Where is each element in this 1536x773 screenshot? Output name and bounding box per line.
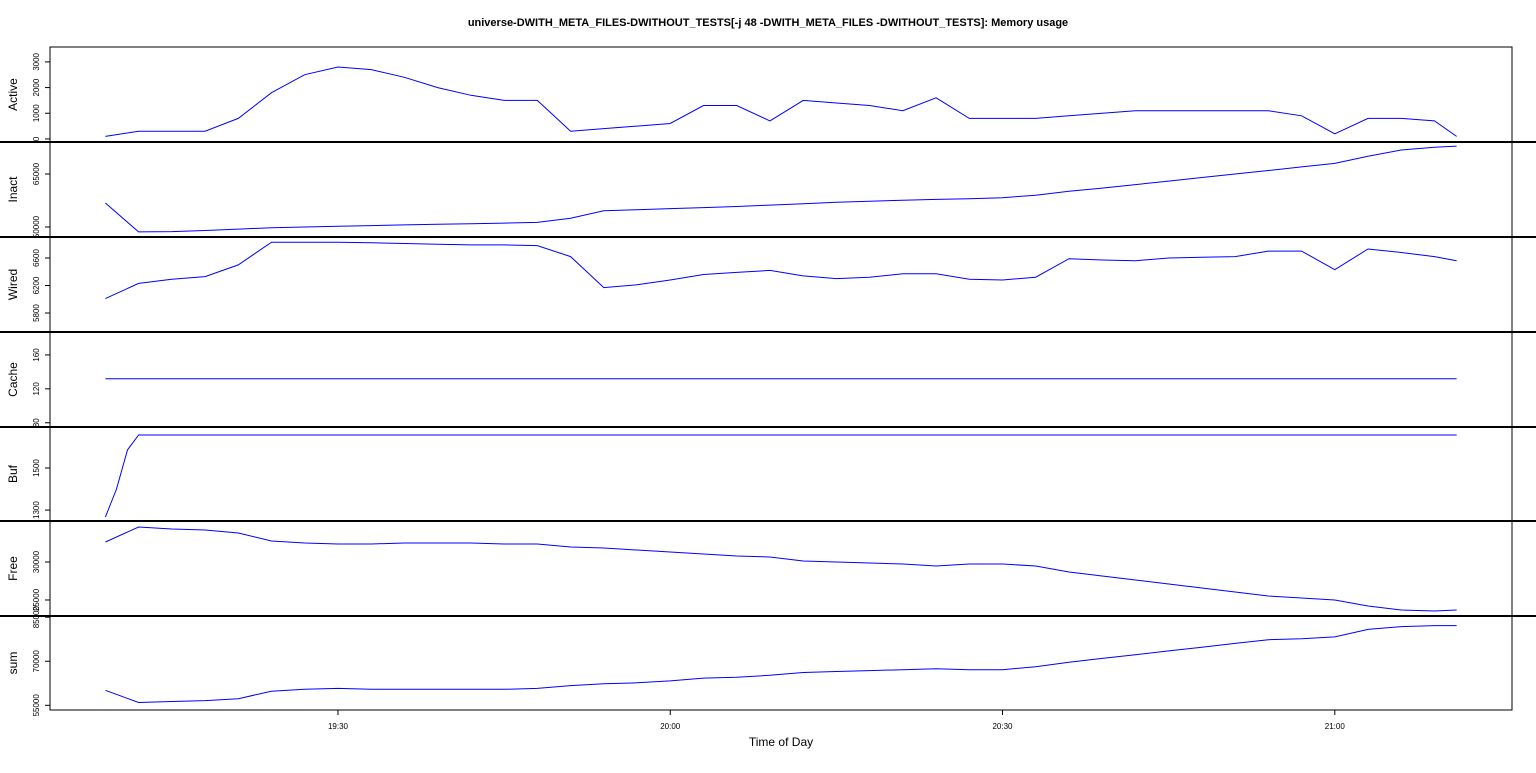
panel-frame [49, 331, 1513, 428]
y-tick-label: 2000 [32, 78, 41, 96]
y-tick-label: 50000 [32, 215, 41, 238]
x-tick-label: 20:30 [992, 722, 1013, 731]
y-axis-label: Active [6, 78, 20, 111]
y-tick-label: 3000 [32, 52, 41, 70]
y-tick-label: 30000 [32, 550, 41, 573]
y-tick-label: 1000 [32, 104, 41, 122]
data-line [105, 241, 1457, 300]
x-tick-label: 19:30 [328, 722, 349, 731]
y-tick-label: 85000 [32, 606, 41, 629]
panel-frame [49, 615, 1513, 711]
x-tick-label: 21:00 [1325, 722, 1346, 731]
y-tick-label: 65000 [32, 162, 41, 185]
panel-frame [49, 426, 1513, 522]
y-axis-label: Cache [6, 362, 20, 397]
x-tick-label: 20:00 [660, 722, 681, 731]
panel-frame [49, 141, 1513, 238]
panel-frame [49, 520, 1513, 617]
y-axis-label: Buf [6, 464, 20, 483]
y-axis-label: Inact [6, 176, 20, 203]
data-line [104, 434, 1457, 518]
y-axis-label: Wired [6, 269, 20, 300]
y-tick-label: 1300 [32, 501, 41, 519]
data-line [105, 66, 1457, 137]
y-tick-label: 0 [32, 136, 41, 141]
y-tick-label: 6200 [32, 276, 41, 294]
chart-title: universe-DWITH_META_FILES-DWITHOUT_TESTS… [468, 17, 1068, 29]
x-axis-label: Time of Day [749, 735, 813, 749]
y-axis-label: Free [6, 556, 20, 581]
y-axis-label: sum [6, 652, 20, 675]
y-tick-label: 80 [32, 418, 41, 427]
data-line [105, 526, 1457, 612]
y-tick-label: 120 [32, 382, 41, 396]
y-tick-label: 25000 [32, 588, 41, 611]
data-line [105, 625, 1457, 704]
y-tick-label: 5800 [32, 304, 41, 322]
y-tick-label: 6600 [32, 249, 41, 267]
y-tick-label: 1500 [32, 459, 41, 477]
y-tick-label: 70000 [32, 650, 41, 673]
y-tick-label: 160 [32, 348, 41, 362]
y-tick-label: 55000 [32, 694, 41, 717]
data-line [105, 145, 1457, 233]
